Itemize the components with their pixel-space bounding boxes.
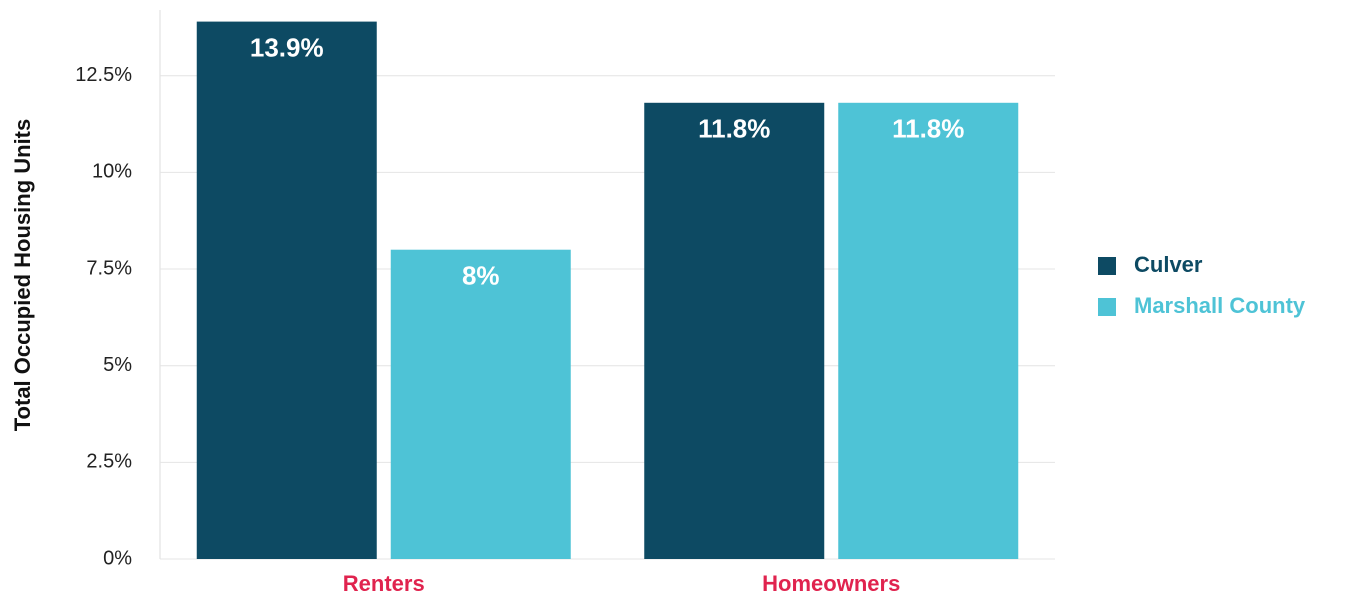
legend-swatch bbox=[1098, 257, 1116, 275]
x-tick-label: Renters bbox=[343, 571, 425, 596]
value-label: 11.8% bbox=[698, 114, 770, 144]
y-tick-label: 2.5% bbox=[86, 451, 132, 473]
value-label: 8% bbox=[462, 261, 500, 291]
bar bbox=[196, 21, 377, 560]
bar bbox=[838, 102, 1019, 560]
legend-label: Culver bbox=[1134, 252, 1203, 277]
y-tick-label: 10% bbox=[92, 161, 132, 183]
y-tick-label: 5% bbox=[103, 354, 132, 376]
bar bbox=[390, 249, 571, 559]
value-label: 11.8% bbox=[892, 114, 964, 144]
x-tick-label: Homeowners bbox=[762, 571, 900, 596]
bar bbox=[644, 102, 825, 560]
y-tick-label: 0% bbox=[103, 547, 132, 569]
legend-label: Marshall County bbox=[1134, 293, 1306, 318]
y-tick-label: 12.5% bbox=[75, 64, 132, 86]
y-axis-title: Total Occupied Housing Units bbox=[10, 119, 35, 432]
value-label: 13.9% bbox=[250, 32, 324, 62]
y-tick-label: 7.5% bbox=[86, 257, 132, 279]
legend-swatch bbox=[1098, 298, 1116, 316]
